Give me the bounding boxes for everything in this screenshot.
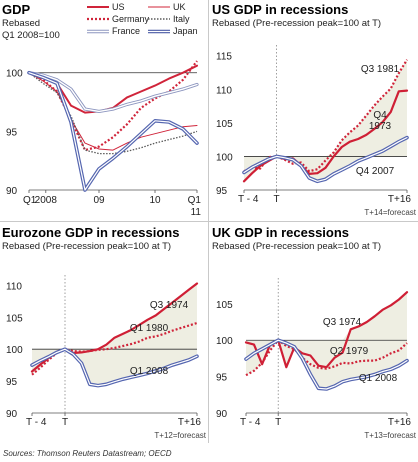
eurozone-xtick-label: T+16	[178, 417, 202, 428]
eurozone-ytick-label: 110	[6, 281, 22, 292]
uk-series-label-q1-2008: Q1 2008	[359, 373, 398, 384]
gdp-xtick-label: 2008	[35, 195, 58, 206]
us-series-label-q4-1973: 1973	[369, 121, 392, 132]
us-title: US GDP in recessions	[212, 2, 349, 17]
legend-uk-label: UK	[173, 2, 186, 12]
gdp-subtitle-line1: Rebased	[2, 18, 41, 29]
eurozone-xtick-label: T - 4	[26, 417, 47, 428]
gdp-ytick-label: 95	[6, 127, 18, 138]
eurozone-series-label-q3-1974: Q3 1974	[150, 300, 189, 311]
legend-italy-label: Italy	[173, 14, 190, 24]
legend-france: France	[87, 26, 140, 36]
us-xtick-label: T+16	[388, 194, 412, 205]
eurozone-ytick-label: 100	[6, 345, 23, 356]
gdp-xtick-label: Q1	[23, 195, 37, 206]
uk-series-label-q2-1979: Q2 1979	[330, 346, 369, 357]
gdp-xtick-label: 09	[93, 195, 105, 206]
uk-forecast-note: T+13=forecast	[364, 431, 416, 440]
legend-italy-swatch	[148, 18, 170, 20]
us-series-q4-2007-inner	[243, 137, 408, 182]
uk-xtick-label: T - 4	[240, 417, 261, 428]
gdp-series-uk	[28, 72, 198, 151]
uk-xtick-label: T	[275, 417, 281, 428]
eurozone-ytick-label: 90	[6, 409, 18, 420]
gdp-title: GDP	[2, 2, 31, 17]
us-series-label-q4-2007: Q4 2007	[356, 166, 395, 177]
us-ytick-label: 105	[216, 119, 233, 130]
us-forecast-note: T+14=forecast	[364, 208, 416, 217]
legend-us: US	[87, 2, 125, 12]
eurozone-xtick-label: T	[62, 417, 68, 428]
eurozone-series-label-q1-2008: Q1 2008	[130, 366, 169, 377]
us-ytick-label: 110	[216, 85, 232, 96]
uk-chart: 90 95 100 105 T - 4 T T+16 Q3 1974 Q2 1979 Q1 200…	[216, 278, 417, 440]
legend-uk-swatch	[148, 6, 170, 8]
eurozone-title: Eurozone GDP in recessions	[2, 225, 180, 240]
us-ytick-label: 100	[216, 152, 233, 163]
us-shaded-area	[244, 59, 407, 182]
us-series-label-q4-1973: Q4	[373, 110, 387, 121]
legend-france-swatch	[87, 29, 109, 33]
uk-xtick-label: T+16	[388, 417, 412, 428]
eurozone-series-q1-2008-inner	[31, 348, 198, 387]
uk-subtitle: Rebased (Pre-recession peak=100 at T)	[212, 241, 382, 252]
uk-series-label-q3-1974: Q3 1974	[323, 317, 362, 328]
legend-italy: Italy	[148, 14, 190, 24]
legend-france-label: France	[112, 26, 141, 36]
us-panel: US GDP in recessions Rebased (Pre-recess…	[212, 2, 417, 219]
gdp-xtick-sublabel: 11	[191, 207, 202, 218]
eurozone-series-label-q1-1980: Q1 1980	[130, 323, 169, 334]
us-xtick-label: T - 4	[238, 194, 259, 205]
gdp-ytick-label: 100	[6, 69, 23, 80]
legend-us-label: US	[112, 2, 125, 12]
panel-divider-horizontal	[0, 221, 418, 222]
eurozone-ytick-label: 105	[6, 313, 23, 324]
gdp-xtick-label: 10	[149, 195, 161, 206]
gdp-series-germany	[28, 60, 198, 152]
eurozone-panel: Eurozone GDP in recessions Rebased (Pre-…	[2, 225, 207, 443]
eurozone-series-q1-1980	[31, 321, 198, 376]
uk-series-q2-1979	[245, 339, 408, 377]
gdp-subtitle-line2: Q1 2008=100	[2, 30, 60, 41]
uk-ytick-label: 100	[216, 336, 233, 347]
uk-title: UK GDP in recessions	[212, 225, 350, 240]
uk-series-q1-2008-inner	[245, 339, 408, 390]
gdp-series-france-inner	[28, 71, 198, 113]
gdp-ytick-label: 90	[6, 186, 18, 197]
us-subtitle: Rebased (Pre-recession peak=100 at T)	[212, 18, 382, 29]
legend-us-swatch	[87, 6, 109, 8]
gdp-xtick-label: Q1	[188, 195, 202, 206]
legend-japan-label: Japan	[173, 26, 198, 36]
legend-uk: UK	[148, 2, 186, 12]
legend-japan: Japan	[148, 26, 198, 36]
uk-ytick-label: 90	[216, 409, 228, 420]
uk-ytick-label: 95	[216, 373, 228, 384]
legend-germany-label: Germany	[112, 14, 150, 24]
us-series-q3-1981	[243, 59, 408, 173]
legend-germany: Germany	[87, 14, 149, 24]
us-series-label-q3-1981: Q3 1981	[361, 64, 400, 75]
uk-ytick-label: 105	[216, 300, 233, 311]
eurozone-forecast-note: T+12=forecast	[154, 431, 206, 440]
legend-japan-swatch	[148, 29, 170, 33]
source-note: Sources: Thomson Reuters Datastream; OEC…	[3, 449, 172, 458]
us-ytick-label: 95	[216, 186, 228, 197]
gdp-panel: GDP Rebased Q1 2008=100 US UK Germany It…	[2, 2, 206, 219]
eurozone-shaded-area	[32, 283, 197, 386]
eurozone-chart: 90 95 100 105 110 T - 4 T T+16 Q3 1974 Q1 1980 Q1 …	[6, 275, 207, 440]
us-xtick-label: T	[274, 194, 280, 205]
eurozone-subtitle: Rebased (Pre-recession peak=100 at T)	[2, 241, 172, 252]
gdp-series-italy	[28, 72, 198, 155]
eurozone-ytick-label: 95	[6, 377, 18, 388]
gdp-series-japan-inner	[28, 72, 198, 191]
uk-panel: UK GDP in recessions Rebased (Pre-recess…	[212, 225, 417, 443]
us-ytick-label: 115	[216, 52, 232, 63]
